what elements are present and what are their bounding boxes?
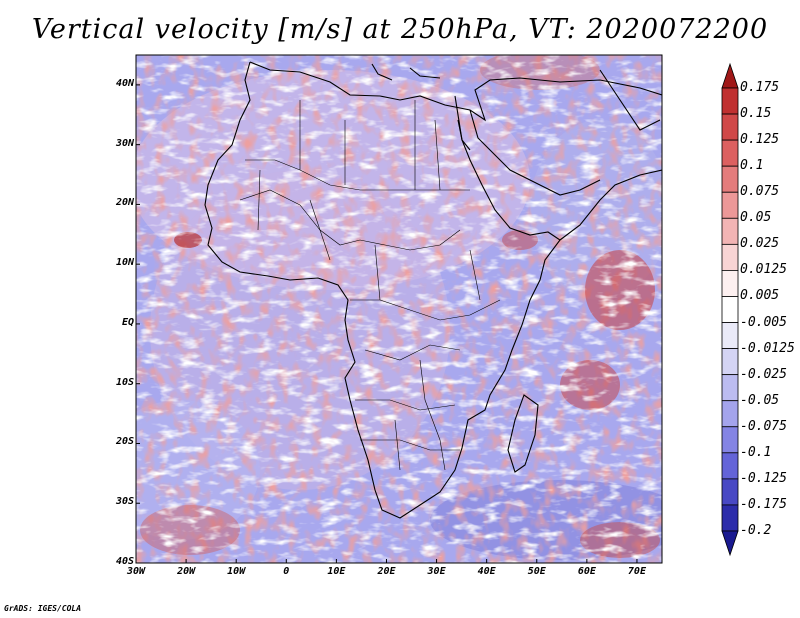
- lon-tick-label: 30E: [427, 566, 446, 577]
- colorbar-label: -0.025: [740, 366, 787, 382]
- lon-tick-label: 60E: [577, 566, 596, 577]
- lon-tick-label: 10E: [327, 566, 346, 577]
- borders: [239, 100, 501, 471]
- colorbar-swatch: [721, 243, 739, 271]
- lon-tick-label: 0: [283, 566, 290, 577]
- velocity-field: [136, 55, 662, 563]
- colorbar-swatch: [721, 296, 739, 323]
- colorbar-swatch: [721, 400, 739, 428]
- lat-tick-label: 40N: [115, 77, 134, 89]
- colorbar-label: 0.15: [740, 106, 772, 122]
- lon-tick-label: 10W: [227, 566, 246, 577]
- colorbar-swatch: [721, 374, 739, 402]
- colorbar-label: 0.05: [740, 210, 772, 226]
- lon-tick-label: 20E: [377, 566, 396, 577]
- colorbar-swatch: [721, 452, 739, 480]
- lat-tick-label: 20N: [115, 197, 134, 209]
- plot-frame: [135, 54, 663, 564]
- colorbar-swatch: [721, 165, 739, 193]
- colorbar-label: -0.0125: [740, 340, 795, 356]
- lat-tick-label: 10S: [115, 376, 134, 388]
- colorbar-bottom-arrow: [721, 530, 739, 557]
- colorbar-swatch: [721, 113, 739, 141]
- lon-tick-label: 50E: [527, 566, 546, 577]
- colorbar-top-arrow: [721, 62, 739, 89]
- lon-tick-label: 70E: [627, 566, 646, 577]
- colorbar-label: 0.1: [740, 158, 764, 174]
- colorbar-swatch: [721, 217, 739, 245]
- coastlines: [204, 61, 662, 519]
- lat-tick-label: 40S: [115, 556, 134, 567]
- colorbar-swatch: [721, 478, 739, 506]
- colorbar-label: 0.175: [740, 80, 780, 95]
- colorbar-label: 0.125: [740, 132, 780, 148]
- colorbar-swatch: [721, 348, 739, 376]
- colorbar-swatch: [721, 426, 739, 454]
- colorbar-label: 0.025: [740, 236, 780, 252]
- colorbar: [721, 62, 739, 557]
- lat-tick-label: 10N: [115, 257, 134, 269]
- lat-tick-label: 30N: [115, 137, 134, 149]
- lat-tick-label: EQ: [121, 316, 134, 328]
- lon-tick-label: 40E: [477, 566, 496, 577]
- colorbar-label: 0.0125: [740, 262, 787, 278]
- colorbar-label: -0.125: [740, 470, 787, 486]
- lat-tick-label: 20S: [115, 436, 134, 448]
- colorbar-swatch: [721, 139, 739, 167]
- axis-ticks: [135, 84, 638, 564]
- colorbar-label: 0.075: [740, 184, 780, 200]
- chart-title: Vertical velocity [m/s] at 250hPa, VT: 2…: [31, 14, 769, 45]
- colorbar-label: -0.2: [740, 523, 772, 538]
- colorbar-label: -0.005: [740, 314, 787, 330]
- colorbar-label: -0.05: [740, 392, 780, 408]
- colorbar-swatch: [721, 322, 739, 349]
- grads-credit: GrADS: IGES/COLA: [4, 604, 82, 613]
- colorbar-label: -0.1: [740, 444, 772, 460]
- colorbar-swatch: [721, 270, 739, 297]
- lon-tick-label: 20W: [177, 566, 196, 577]
- colorbar-label: -0.175: [740, 496, 787, 512]
- colorbar-swatch: [721, 504, 739, 532]
- colorbar-label: -0.075: [740, 418, 787, 434]
- lat-tick-label: 30S: [115, 496, 134, 508]
- colorbar-swatch: [721, 87, 739, 115]
- colorbar-swatch: [721, 191, 739, 219]
- colorbar-label: 0.005: [740, 288, 780, 304]
- lon-tick-label: 30W: [126, 566, 146, 577]
